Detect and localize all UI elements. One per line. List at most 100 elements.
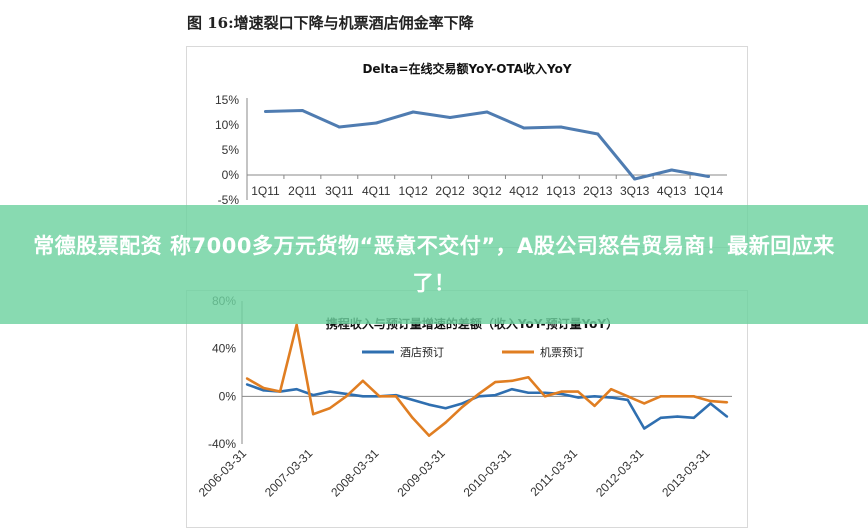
- chart2-hotel-point: [494, 393, 497, 397]
- chart2-hotel-point: [245, 383, 249, 386]
- chart1-data-point: [670, 168, 674, 172]
- chart2-flight-point: [626, 395, 629, 398]
- chart2-flight-point: [378, 395, 381, 398]
- chart1-x-tick: 4Q11: [362, 184, 391, 198]
- chart1-data-point: [522, 126, 526, 130]
- chart2-flight-point: [593, 404, 596, 408]
- chart2-y-tick: 0%: [219, 389, 237, 403]
- ctrip-diff-chart: 携程收入与预订量增速的差额（收入YoY-预订量YoY）80%40%0%-40%酒…: [196, 294, 732, 500]
- chart2-hotel-point: [659, 416, 662, 419]
- chart2-flight-point: [709, 399, 712, 403]
- chart2-flight-point: [295, 323, 298, 327]
- chart1-series-line: [265, 109, 709, 181]
- chart2-flight-point: [510, 379, 514, 383]
- ctrip-diff-chart-panel: 携程收入与预订量增速的差额（收入YoY-预订量YoY）80%40%0%-40%酒…: [186, 290, 748, 528]
- chart1-x-tick: 4Q12: [509, 184, 539, 198]
- chart2-x-tick: 2012-03-31: [593, 446, 647, 500]
- chart1-x-tick: 4Q13: [657, 184, 687, 198]
- chart1-data-point: [559, 125, 563, 129]
- chart2-hotel-point: [709, 402, 712, 405]
- chart2-x-tick: 2007-03-31: [262, 446, 316, 500]
- chart2-hotel-point: [725, 415, 729, 418]
- chart2-flight-point: [361, 379, 365, 383]
- chart2-flight-point: [576, 390, 580, 393]
- chart1-x-tick: 1Q14: [694, 184, 724, 198]
- chart1-data-point: [707, 175, 711, 178]
- chart2-x-tick: 2009-03-31: [394, 446, 448, 500]
- chart1-y-tick: -5%: [218, 193, 240, 207]
- chart1-y-tick: 10%: [215, 118, 239, 132]
- chart2-flight-point: [411, 416, 414, 419]
- chart2-flight-point: [245, 377, 249, 380]
- chart2-hotel-point: [593, 395, 596, 398]
- chart1-y-tick: 0%: [222, 168, 240, 182]
- chart2-hotel-point: [262, 389, 265, 392]
- chart1-x-tick: 2Q13: [583, 184, 613, 198]
- chart2-flight-point: [460, 405, 464, 409]
- chart2-flight-point: [312, 413, 315, 416]
- chart2-hotel-point: [444, 407, 447, 410]
- chart2-hotel-point: [576, 396, 580, 399]
- chart2-hotel-point: [411, 398, 414, 402]
- chart2-hotel-point: [527, 391, 530, 394]
- chart1-x-tick: 3Q13: [620, 184, 650, 198]
- delta-chart: Delta=在线交易额YoY-OTA收入YoY 15% 10% 5% 0% -5% 1Q11…: [215, 61, 727, 207]
- chart2-hotel-point: [543, 391, 547, 394]
- chart1-x-tick: 1Q13: [546, 184, 576, 198]
- chart1-data-point: [448, 116, 452, 119]
- chart2-flight-point: [676, 395, 679, 398]
- chart2-flight-point: [444, 421, 447, 424]
- chart2-hotel-point: [692, 416, 696, 419]
- chart2-x-tick: 2006-03-31: [196, 446, 250, 500]
- chart2-flight-point: [527, 376, 530, 379]
- chart2-flight-point: [543, 395, 547, 398]
- chart2-y-tick: -40%: [208, 437, 236, 451]
- chart2-hotel-point: [643, 427, 646, 430]
- chart2-legend-label: 酒店预订: [400, 345, 444, 359]
- chart2-flight-point: [477, 392, 480, 396]
- chart2-y-tick: 40%: [212, 342, 236, 356]
- chart2-flight-point: [609, 387, 613, 391]
- chart2-flight-point: [328, 407, 331, 410]
- chart1-x-tick: 2Q11: [288, 184, 317, 198]
- chart2-flight-point: [725, 401, 729, 404]
- chart2-hotel-point: [361, 395, 365, 398]
- chart2-flight-point: [278, 390, 282, 393]
- figure-title: 图 16:增速裂口下降与机票酒店佣金率下降: [187, 14, 474, 32]
- chart2-hotel-point: [312, 393, 315, 397]
- news-banner[interactable]: 常德股票配资 称7000多万元货物“恶意不交付”，A股公司怒告贸易商！最新回应来…: [0, 205, 868, 324]
- chart2-flight-point: [427, 434, 431, 437]
- chart1-title: Delta=在线交易额YoY-OTA收入YoY: [362, 61, 571, 76]
- chart2-flight-point: [494, 380, 497, 384]
- chart1-data-point: [337, 125, 341, 129]
- chart2-flight-point: [345, 395, 348, 398]
- chart1-x-tick: 3Q12: [472, 184, 502, 198]
- chart2-hotel-point: [460, 402, 464, 405]
- chart1-x-tick: 2Q12: [435, 184, 465, 198]
- chart1-x-tick: 3Q11: [325, 184, 354, 198]
- chart1-data-point: [374, 121, 378, 125]
- chart2-hotel-point: [328, 390, 331, 393]
- chart2-hotel-point: [626, 398, 629, 402]
- chart2-x-tick: 2010-03-31: [461, 446, 515, 500]
- chart2-flight-point: [262, 386, 265, 390]
- chart1-data-point: [633, 177, 637, 181]
- chart2-flight-point: [692, 395, 696, 398]
- chart2-hotel-point: [676, 415, 679, 418]
- chart2-legend-label: 机票预订: [540, 345, 584, 359]
- chart2-hotel-point: [609, 396, 613, 399]
- chart2-hotel-point: [510, 387, 514, 391]
- chart1-y-tick: 5%: [222, 143, 240, 157]
- chart1-data-point: [300, 109, 304, 112]
- chart2-hotel-line: [246, 383, 728, 430]
- chart1-data-point: [485, 110, 489, 114]
- chart2-x-tick: 2013-03-31: [659, 446, 713, 500]
- chart2-flight-point: [643, 402, 646, 405]
- chart1-x-tick: 1Q11: [251, 184, 280, 198]
- chart2-hotel-point: [427, 403, 431, 406]
- chart1-x-tick: 1Q12: [398, 184, 428, 198]
- chart1-data-point: [263, 110, 267, 113]
- chart2-flight-point: [560, 390, 563, 393]
- chart2-x-tick: 2008-03-31: [328, 446, 382, 500]
- chart2-flight-line: [246, 323, 728, 437]
